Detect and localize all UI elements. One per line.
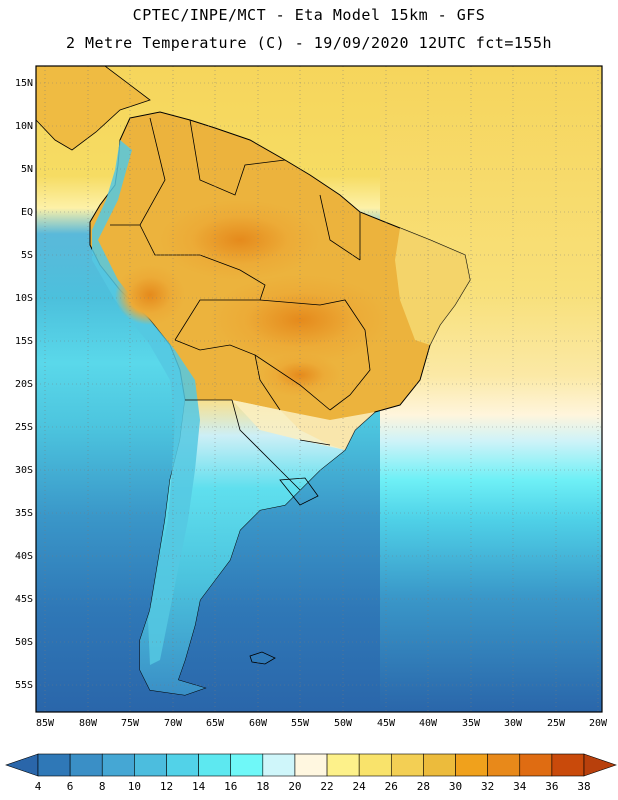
scale-tick-label: 22 <box>320 780 333 793</box>
scale-tick-label: 16 <box>224 780 237 793</box>
scale-swatch <box>423 753 456 777</box>
scale-tick-label: 24 <box>353 780 367 793</box>
scale-swatch <box>519 753 553 777</box>
scale-tick-label: 28 <box>417 780 430 793</box>
color-scale-labels: 4 6 8 10 12 14 16 18 20 22 24 26 28 30 32 34 36 38 <box>35 780 591 793</box>
northeast-cooler <box>395 228 470 345</box>
lon-label: 80W <box>79 718 98 729</box>
lon-label: 85W <box>36 718 55 729</box>
lon-label: 55W <box>291 718 310 729</box>
lon-label: 45W <box>377 718 396 729</box>
scale-swatch <box>134 753 167 777</box>
scale-swatch <box>69 753 103 777</box>
scale-tick-label: 6 <box>67 780 74 793</box>
scale-tick-label: 36 <box>545 780 558 793</box>
scale-tick-label: 34 <box>513 780 527 793</box>
scale-tick-label: 18 <box>256 780 269 793</box>
color-scale-bar: 4 6 8 10 12 14 16 18 20 22 24 26 28 30 32 34 36 38 <box>5 753 617 793</box>
lon-label: 30W <box>504 718 523 729</box>
lat-label: 55S <box>15 680 33 691</box>
scale-tick-label: 38 <box>577 780 590 793</box>
scale-swatch <box>166 753 199 777</box>
scale-tick-label: 32 <box>481 780 494 793</box>
scale-tick-label: 12 <box>160 780 173 793</box>
scale-tick-label: 14 <box>192 780 206 793</box>
map-subtitle: 2 Metre Temperature (C) - 19/09/2020 12U… <box>65 34 553 52</box>
central-america-land <box>35 65 151 151</box>
lat-label: 10S <box>15 293 33 304</box>
scale-arrow-low <box>5 753 39 777</box>
scale-swatch <box>230 753 264 777</box>
scale-swatch <box>326 753 360 777</box>
scale-swatch <box>487 753 521 777</box>
lat-label: 10N <box>15 121 33 132</box>
lat-label: 50S <box>15 637 33 648</box>
scale-tick-label: 20 <box>288 780 301 793</box>
lat-label: 45S <box>15 594 33 605</box>
plot-frame <box>35 65 603 713</box>
color-scale-boxes <box>5 753 617 777</box>
hot-core-peru <box>115 265 185 325</box>
lat-label: 5N <box>21 164 33 175</box>
scale-swatch <box>101 753 135 777</box>
country-borders <box>110 117 371 506</box>
ocean-field <box>36 66 602 712</box>
scale-arrow-high <box>583 753 617 777</box>
longitude-labels: 85W 80W 75W 70W 65W 60W 55W 50W 45W 40W … <box>36 718 608 729</box>
lat-label: 40S <box>15 551 33 562</box>
lon-label: 60W <box>249 718 268 729</box>
lat-label: 20S <box>15 379 33 390</box>
scale-tick-label: 10 <box>128 780 141 793</box>
map-title: CPTEC/INPE/MCT - Eta Model 15km - GFS <box>132 6 486 24</box>
lat-label: 30S <box>15 465 33 476</box>
scale-swatch <box>37 753 71 777</box>
lat-label: 35S <box>15 508 33 519</box>
temperature-map: 15N 10N 5N EQ 5S 10S 15S 20S 25S 30S 35S… <box>15 65 608 729</box>
lat-label: 25S <box>15 422 33 433</box>
falkland-islands <box>249 651 276 665</box>
scale-tick-label: 30 <box>449 780 462 793</box>
andes-cold-strip <box>92 140 200 665</box>
lon-label: 65W <box>206 718 225 729</box>
scale-swatch <box>198 753 232 777</box>
scale-swatch <box>358 753 392 777</box>
lon-label: 25W <box>547 718 566 729</box>
scale-swatch <box>390 753 424 777</box>
lon-label: 50W <box>334 718 353 729</box>
latitude-labels: 15N 10N 5N EQ 5S 10S 15S 20S 25S 30S 35S… <box>15 78 33 691</box>
lon-label: 35W <box>462 718 481 729</box>
lat-label: EQ <box>21 207 33 218</box>
scale-tick-label: 26 <box>385 780 398 793</box>
lat-label: 15N <box>15 78 33 89</box>
lon-label: 70W <box>164 718 183 729</box>
lat-label: 5S <box>21 250 33 261</box>
hot-core-amazon <box>160 200 320 280</box>
south-brazil-cooler <box>232 400 375 450</box>
hot-core-central <box>210 275 390 365</box>
lon-label: 40W <box>419 718 438 729</box>
lon-label: 20W <box>589 718 608 729</box>
scale-tick-label: 4 <box>35 780 42 793</box>
lon-label: 75W <box>121 718 140 729</box>
scale-tick-label: 8 <box>99 780 106 793</box>
scale-swatch <box>455 753 488 777</box>
scale-swatch <box>551 753 585 777</box>
scale-swatch <box>262 753 296 777</box>
scale-swatch <box>294 753 328 777</box>
lat-label: 15S <box>15 336 33 347</box>
